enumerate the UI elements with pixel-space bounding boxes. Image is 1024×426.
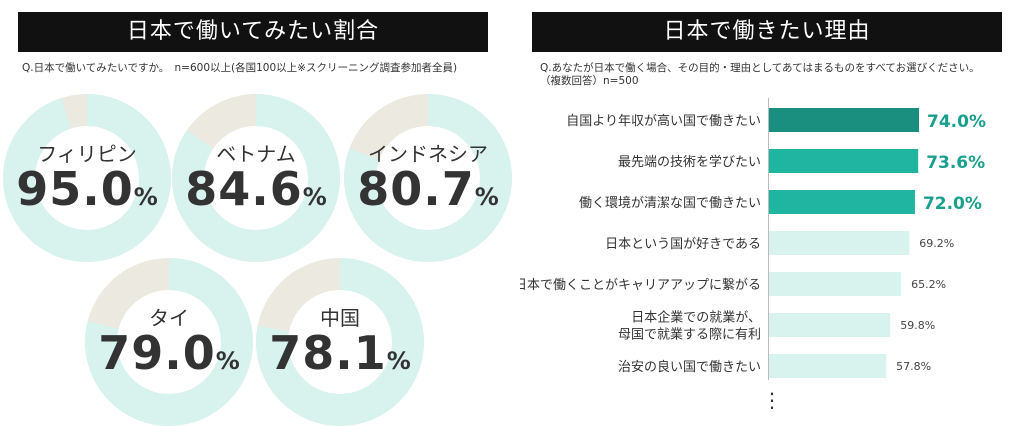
left-question-text: Q.日本で働いてみたいですか。 n=600以上(各国100以上※スクリーニング調… bbox=[22, 62, 458, 74]
donut-ring bbox=[3, 94, 171, 262]
category-label: 日本という国が好きである bbox=[605, 237, 761, 252]
donut-ring bbox=[172, 94, 340, 262]
donut-ring bbox=[256, 258, 424, 426]
donut-value-arc bbox=[172, 94, 340, 262]
donut-value-arc bbox=[3, 94, 171, 262]
donut-value-unit: % bbox=[133, 183, 158, 211]
bar bbox=[769, 190, 915, 214]
more-indicator: ⋮ bbox=[762, 388, 782, 412]
donut-chart: インドネシア 80.7% bbox=[344, 94, 512, 262]
donut-value-number: 80.7 bbox=[357, 162, 475, 216]
value-label: 74.0% bbox=[927, 112, 986, 132]
donut-value-number: 95.0 bbox=[16, 162, 134, 216]
donut-country-label: 中国 bbox=[320, 306, 360, 330]
left-panel-title: 日本で働いてみたい割合 bbox=[18, 12, 488, 52]
bar bbox=[769, 149, 919, 173]
donut-value-arc bbox=[85, 258, 253, 426]
value-label: 65.2% bbox=[911, 278, 946, 291]
donut-country-label: タイ bbox=[149, 306, 189, 330]
donut-value-unit: % bbox=[386, 347, 411, 375]
donut-country-label: フィリピン bbox=[37, 142, 137, 166]
donut-value-number: 78.1 bbox=[269, 326, 387, 380]
donut-chart: ベトナム 84.6% bbox=[172, 94, 340, 262]
value-label: 72.0% bbox=[923, 194, 982, 214]
donut-value-number: 79.0 bbox=[98, 326, 216, 380]
right-question-text: Q.あなたが日本で働く場合、その目的・理由としてあてはまるものをすべてお選びくだ… bbox=[540, 62, 980, 87]
donut-ring bbox=[85, 258, 253, 426]
right-panel-title: 日本で働きたい理由 bbox=[532, 12, 1002, 52]
donut-value-unit: % bbox=[215, 347, 240, 375]
bar bbox=[769, 354, 887, 378]
donut-value: 95.0% bbox=[3, 162, 171, 216]
value-label: 73.6% bbox=[926, 153, 985, 173]
bar bbox=[769, 231, 910, 255]
value-label: 57.8% bbox=[896, 360, 931, 373]
bar bbox=[769, 313, 891, 337]
category-label: 治安の良い国で働きたい bbox=[618, 359, 761, 375]
donut-value: 84.6% bbox=[172, 162, 340, 216]
category-label: 日本企業での就業が、母国で就業する際に有利 bbox=[618, 310, 761, 343]
donut-chart: 中国 78.1% bbox=[256, 258, 424, 426]
donut-value-arc bbox=[344, 94, 512, 262]
donut-value: 79.0% bbox=[85, 326, 253, 380]
donut-value-unit: % bbox=[302, 183, 327, 211]
value-label: 69.2% bbox=[919, 237, 954, 250]
donut-country-label: ベトナム bbox=[216, 142, 296, 166]
value-label: 59.8% bbox=[900, 319, 935, 332]
donut-country-label: インドネシア bbox=[368, 142, 488, 166]
bar-chart: 自国より年収が高い国で働きたい 74.0% 最先端の技術を学びたい 73.6% 働く環境… bbox=[520, 108, 986, 378]
donut-chart: フィリピン 95.0% bbox=[3, 94, 171, 262]
donut-value-number: 84.6 bbox=[185, 162, 303, 216]
category-label: 日本で働くことがキャリアアップに繋がる bbox=[520, 277, 761, 293]
donut-chart: タイ 79.0% bbox=[85, 258, 253, 426]
category-label: 最先端の技術を学びたい bbox=[618, 154, 761, 170]
bar bbox=[769, 108, 919, 132]
donut-value: 80.7% bbox=[344, 162, 512, 216]
donut-value-unit: % bbox=[474, 183, 499, 211]
category-label: 働く環境が清潔な国で働きたい bbox=[579, 196, 761, 211]
donut-ring bbox=[344, 94, 512, 262]
donut-value-arc bbox=[256, 258, 424, 426]
donut-value: 78.1% bbox=[256, 326, 424, 380]
bar-axis-line bbox=[768, 98, 769, 380]
category-label: 自国より年収が高い国で働きたい bbox=[566, 113, 761, 129]
bar bbox=[769, 272, 902, 296]
